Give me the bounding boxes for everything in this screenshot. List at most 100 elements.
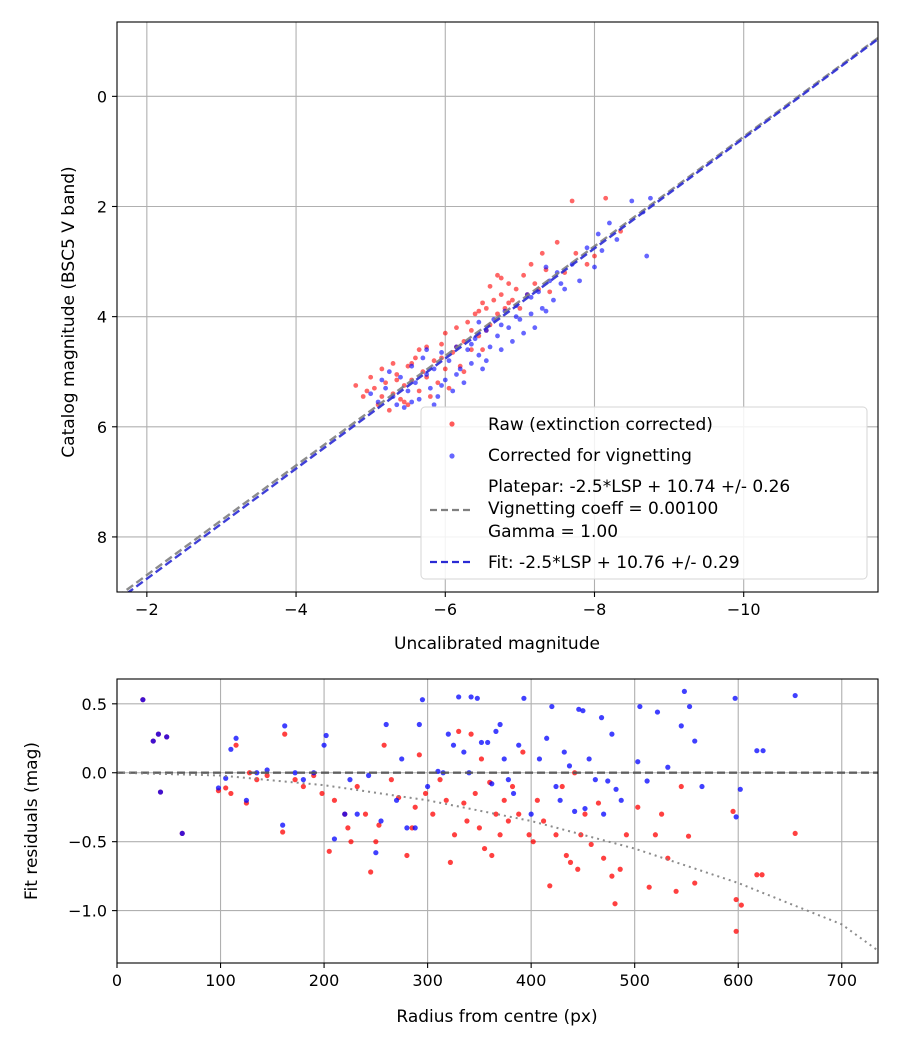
bottom-point-corrected xyxy=(412,825,418,831)
bottom-chart: 0 100 200 300 400 500 600 700 0.5 0.0 −0.5 −1.0 Rad… xyxy=(22,678,879,1027)
bottom-point-corrected xyxy=(528,811,534,817)
legend-box xyxy=(420,406,868,580)
bottom-point-raw xyxy=(223,785,229,791)
bottom-point-corrected xyxy=(493,728,499,734)
bottom-point-corrected xyxy=(365,772,372,779)
top-point-corrected xyxy=(495,333,500,339)
bottom-point-raw xyxy=(443,797,449,803)
top-y-tick-label: 6 xyxy=(97,418,107,437)
bottom-point-corrected xyxy=(598,715,605,721)
top-point-corrected xyxy=(521,330,527,336)
top-point-corrected xyxy=(614,237,620,242)
bottom-point-corrected xyxy=(416,721,422,728)
top-point-corrected xyxy=(446,358,452,364)
bottom-point-corrected xyxy=(342,811,348,817)
top-point-corrected xyxy=(454,372,459,377)
bottom-point-corrected xyxy=(456,694,462,700)
bottom-point-corrected xyxy=(321,742,327,748)
top-point-raw xyxy=(532,281,538,286)
bottom-point-corrected xyxy=(692,738,698,744)
top-point-raw xyxy=(442,330,448,336)
bottom-x-tick-label: 300 xyxy=(412,971,443,990)
bottom-point-raw xyxy=(501,797,507,803)
bottom-point-raw xyxy=(530,839,536,845)
top-point-raw xyxy=(371,385,377,391)
bottom-point-raw xyxy=(456,728,462,734)
top-point-raw xyxy=(461,369,467,375)
top-y-axis-label: Catalog magnitude (BSC5 V band) xyxy=(59,166,79,457)
top-y-tick-label: 0 xyxy=(97,87,107,106)
top-point-raw xyxy=(510,297,515,303)
bottom-point-raw xyxy=(559,783,565,790)
top-y-tick-label: 8 xyxy=(97,528,107,547)
top-point-corrected xyxy=(424,347,430,353)
bottom-point-raw xyxy=(381,742,387,748)
bottom-grid xyxy=(116,679,878,963)
bottom-point-corrected xyxy=(737,786,743,792)
top-point-raw xyxy=(368,374,374,380)
bottom-y-tick-label: −1.0 xyxy=(68,902,107,921)
top-point-corrected xyxy=(401,405,407,410)
bottom-point-corrected xyxy=(215,785,222,791)
bottom-y-tick-label: −0.5 xyxy=(68,833,107,852)
bottom-point-raw xyxy=(264,772,270,779)
top-point-corrected xyxy=(577,278,582,284)
bottom-point-corrected xyxy=(618,797,624,803)
top-x-tick-label: −8 xyxy=(583,600,607,619)
bottom-point-raw xyxy=(612,901,618,907)
bottom-point-corrected xyxy=(445,731,451,737)
bottom-point-raw xyxy=(437,777,443,783)
bottom-point-raw xyxy=(481,845,488,852)
legend-fit-label: Fit: -2.5*LSP + 10.76 +/- 0.29 xyxy=(488,553,740,573)
top-point-raw xyxy=(465,319,471,325)
top-point-corrected xyxy=(543,264,549,270)
bottom-point-corrected xyxy=(549,703,555,710)
bottom-point-raw xyxy=(678,783,684,790)
bottom-point-corrected xyxy=(510,790,517,797)
bottom-point-corrected xyxy=(468,694,474,700)
top-point-corrected xyxy=(592,264,597,270)
bottom-point-corrected xyxy=(580,708,586,714)
bottom-point-raw xyxy=(730,808,736,814)
bottom-point-corrected xyxy=(323,732,329,739)
bottom-series xyxy=(117,688,878,952)
legend-raw-label: Raw (extinction corrected) xyxy=(488,415,713,435)
top-point-raw xyxy=(487,283,493,289)
top-point-corrected xyxy=(599,248,605,253)
top-point-raw xyxy=(379,366,385,372)
bottom-series-group xyxy=(117,688,878,952)
top-point-raw xyxy=(472,311,478,317)
top-point-corrected xyxy=(416,396,422,402)
bottom-point-raw xyxy=(623,832,630,838)
bottom-point-corrected xyxy=(732,695,738,701)
top-point-corrected xyxy=(413,380,418,386)
bottom-point-corrected xyxy=(613,786,619,792)
bottom-point-raw xyxy=(595,800,602,806)
bottom-point-corrected xyxy=(373,850,379,856)
top-point-raw xyxy=(360,394,366,399)
top-x-tick-label: −10 xyxy=(727,600,761,619)
bottom-point-raw xyxy=(319,790,325,797)
top-point-raw xyxy=(394,372,400,377)
top-point-raw xyxy=(353,383,359,388)
bottom-point-raw xyxy=(563,852,569,859)
top-legend: Raw (extinction corrected) Corrected for… xyxy=(420,406,868,580)
legend-platepar-line2: Vignetting coeff = 0.00100 xyxy=(488,499,718,519)
top-point-raw xyxy=(506,300,512,306)
top-point-raw xyxy=(383,380,388,386)
bottom-point-corrected xyxy=(557,797,563,803)
bottom-point-corrected xyxy=(505,777,511,783)
bottom-point-raw xyxy=(792,830,798,837)
top-point-corrected xyxy=(539,305,545,311)
top-point-raw xyxy=(435,380,441,386)
top-point-raw xyxy=(431,358,437,364)
top-point-raw xyxy=(427,394,433,399)
bottom-point-raw xyxy=(646,884,652,890)
bottom-point-corrected xyxy=(347,777,353,783)
bottom-x-tick-label: 500 xyxy=(619,971,650,990)
top-point-corrected xyxy=(528,311,534,317)
bottom-point-raw xyxy=(478,756,485,762)
bottom-point-corrected xyxy=(164,734,170,740)
bottom-point-raw xyxy=(497,832,503,838)
legend-corrected-marker xyxy=(449,453,455,459)
